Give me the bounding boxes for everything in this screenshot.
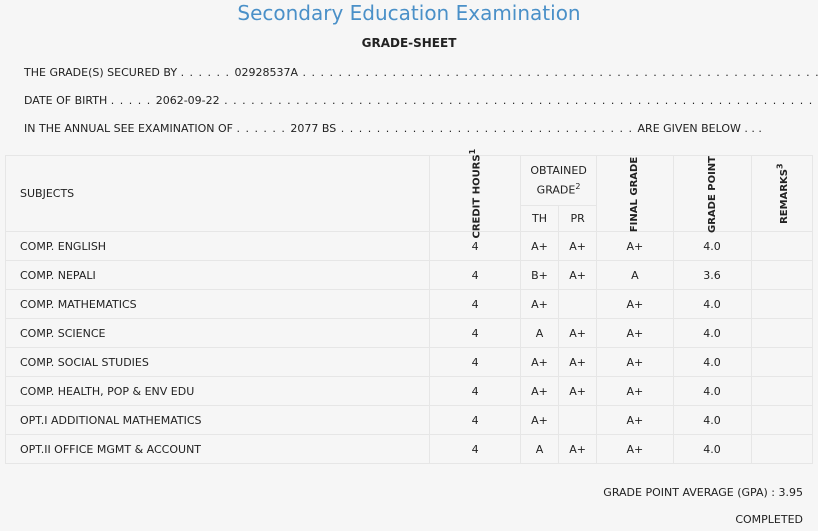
dob-value: 2062-09-22 (155, 94, 220, 107)
remarks-cell (750, 347, 814, 377)
gpa-value: 3.95 (778, 486, 804, 499)
table-row: COMP. SCIENCE 4 A A+ A+ 4.0 (4, 318, 814, 348)
secured-by-label: THE GRADE(S) SECURED BY (24, 66, 178, 79)
gpa-label: GRADE POINT AVERAGE (GPA) : (603, 486, 775, 499)
status-text: COMPLETED (735, 513, 803, 526)
header-final-grade: FINAL GRADE (596, 155, 674, 232)
final-grade-cell: A+ (596, 231, 674, 261)
pr-cell (558, 405, 598, 435)
table-row: COMP. NEPALI 4 B+ A+ A 3.6 (4, 260, 814, 290)
grade-point-cell: 4.0 (672, 318, 752, 348)
final-grade-cell: A+ (596, 318, 674, 348)
table-header-row: SUBJECTS CREDIT HOURS1 OBTAINED GRADE2 F… (4, 149, 814, 238)
table-row: COMP. HEALTH, POP & ENV EDU 4 A+ A+ A+ 4… (4, 376, 814, 406)
th-cell: A+ (519, 347, 560, 377)
gpa-line: GRADE POINT AVERAGE (GPA) : 3.95 (603, 486, 803, 499)
credit-cell: 4 (429, 289, 521, 319)
remarks-cell (750, 260, 814, 290)
subject-cell: COMP. HEALTH, POP & ENV EDU (4, 376, 431, 406)
grade-point-cell: 4.0 (672, 434, 752, 464)
subject-cell: COMP. MATHEMATICS (4, 289, 431, 319)
header-remarks: REMARKS3 (750, 155, 814, 232)
subject-cell: COMP. SOCIAL STUDIES (4, 347, 431, 377)
grade-point-cell: 4.0 (672, 231, 752, 261)
grade-point-cell: 4.0 (672, 376, 752, 406)
subject-cell: COMP. SCIENCE (4, 318, 431, 348)
table-row: OPT.I ADDITIONAL MATHEMATICS 4 A+ A+ 4.0 (4, 405, 814, 435)
subject-cell: COMP. NEPALI (4, 260, 431, 290)
header-credit-hours: CREDIT HOURS1 (429, 149, 521, 238)
table-row: OPT.II OFFICE MGMT & ACCOUNT 4 A A+ A+ 4… (4, 434, 814, 464)
grade-table: SUBJECTS CREDIT HOURS1 OBTAINED GRADE2 F… (4, 149, 814, 464)
header-grade-point: GRADE POINT (672, 155, 752, 233)
pr-cell (558, 289, 598, 319)
grade-point-cell: 4.0 (672, 405, 752, 435)
credit-cell: 4 (429, 260, 521, 290)
subject-cell: OPT.I ADDITIONAL MATHEMATICS (4, 405, 431, 435)
pr-cell: A+ (558, 347, 598, 377)
remarks-cell (750, 434, 814, 464)
exam-suffix: ARE GIVEN BELOW . . . (637, 122, 762, 135)
subject-cell: COMP. ENGLISH (4, 231, 431, 261)
page-title: Secondary Education Examination (237, 1, 581, 25)
symbol-number: 02928537A (234, 66, 299, 79)
dob-line: DATE OF BIRTH . . . . . 2062-09-22 . . .… (24, 94, 818, 107)
secured-by-line: THE GRADE(S) SECURED BY . . . . . . 0292… (24, 66, 818, 79)
remarks-cell (750, 318, 814, 348)
header-obtained-grade: OBTAINED GRADE2 (519, 155, 598, 206)
pr-cell: A+ (558, 260, 598, 290)
th-cell: A+ (519, 376, 560, 406)
th-cell: A (519, 318, 560, 348)
pr-cell: A+ (558, 318, 598, 348)
credit-cell: 4 (429, 405, 521, 435)
subject-cell: OPT.II OFFICE MGMT & ACCOUNT (4, 434, 431, 464)
th-cell: A+ (519, 405, 560, 435)
grade-point-cell: 4.0 (672, 289, 752, 319)
header-th: TH (519, 205, 560, 232)
credit-cell: 4 (429, 434, 521, 464)
remarks-cell (750, 376, 814, 406)
credit-cell: 4 (429, 318, 521, 348)
grade-sheet-heading: GRADE-SHEET (361, 36, 457, 50)
table-row: COMP. SOCIAL STUDIES 4 A+ A+ A+ 4.0 (4, 347, 814, 377)
final-grade-cell: A (596, 260, 674, 290)
grade-point-cell: 4.0 (672, 347, 752, 377)
remarks-cell (750, 231, 814, 261)
final-grade-cell: A+ (596, 289, 674, 319)
th-cell: A+ (519, 231, 560, 261)
credit-cell: 4 (429, 347, 521, 377)
exam-line: IN THE ANNUAL SEE EXAMINATION OF . . . .… (24, 122, 762, 135)
exam-year: 2077 BS (290, 122, 337, 135)
exam-label: IN THE ANNUAL SEE EXAMINATION OF (24, 122, 233, 135)
th-cell: A+ (519, 289, 560, 319)
header-pr: PR (558, 205, 598, 232)
th-cell: B+ (519, 260, 560, 290)
remarks-cell (750, 289, 814, 319)
remarks-cell (750, 405, 814, 435)
final-grade-cell: A+ (596, 376, 674, 406)
dob-label: DATE OF BIRTH (24, 94, 108, 107)
th-cell: A (519, 434, 560, 464)
pr-cell: A+ (558, 231, 598, 261)
final-grade-cell: A+ (596, 347, 674, 377)
table-row: COMP. ENGLISH 4 A+ A+ A+ 4.0 (4, 231, 814, 261)
header-subjects: SUBJECTS (4, 155, 431, 232)
final-grade-cell: A+ (596, 434, 674, 464)
credit-cell: 4 (429, 376, 521, 406)
pr-cell: A+ (558, 434, 598, 464)
grade-point-cell: 3.6 (672, 260, 752, 290)
table-row: COMP. MATHEMATICS 4 A+ A+ 4.0 (4, 289, 814, 319)
final-grade-cell: A+ (596, 405, 674, 435)
pr-cell: A+ (558, 376, 598, 406)
